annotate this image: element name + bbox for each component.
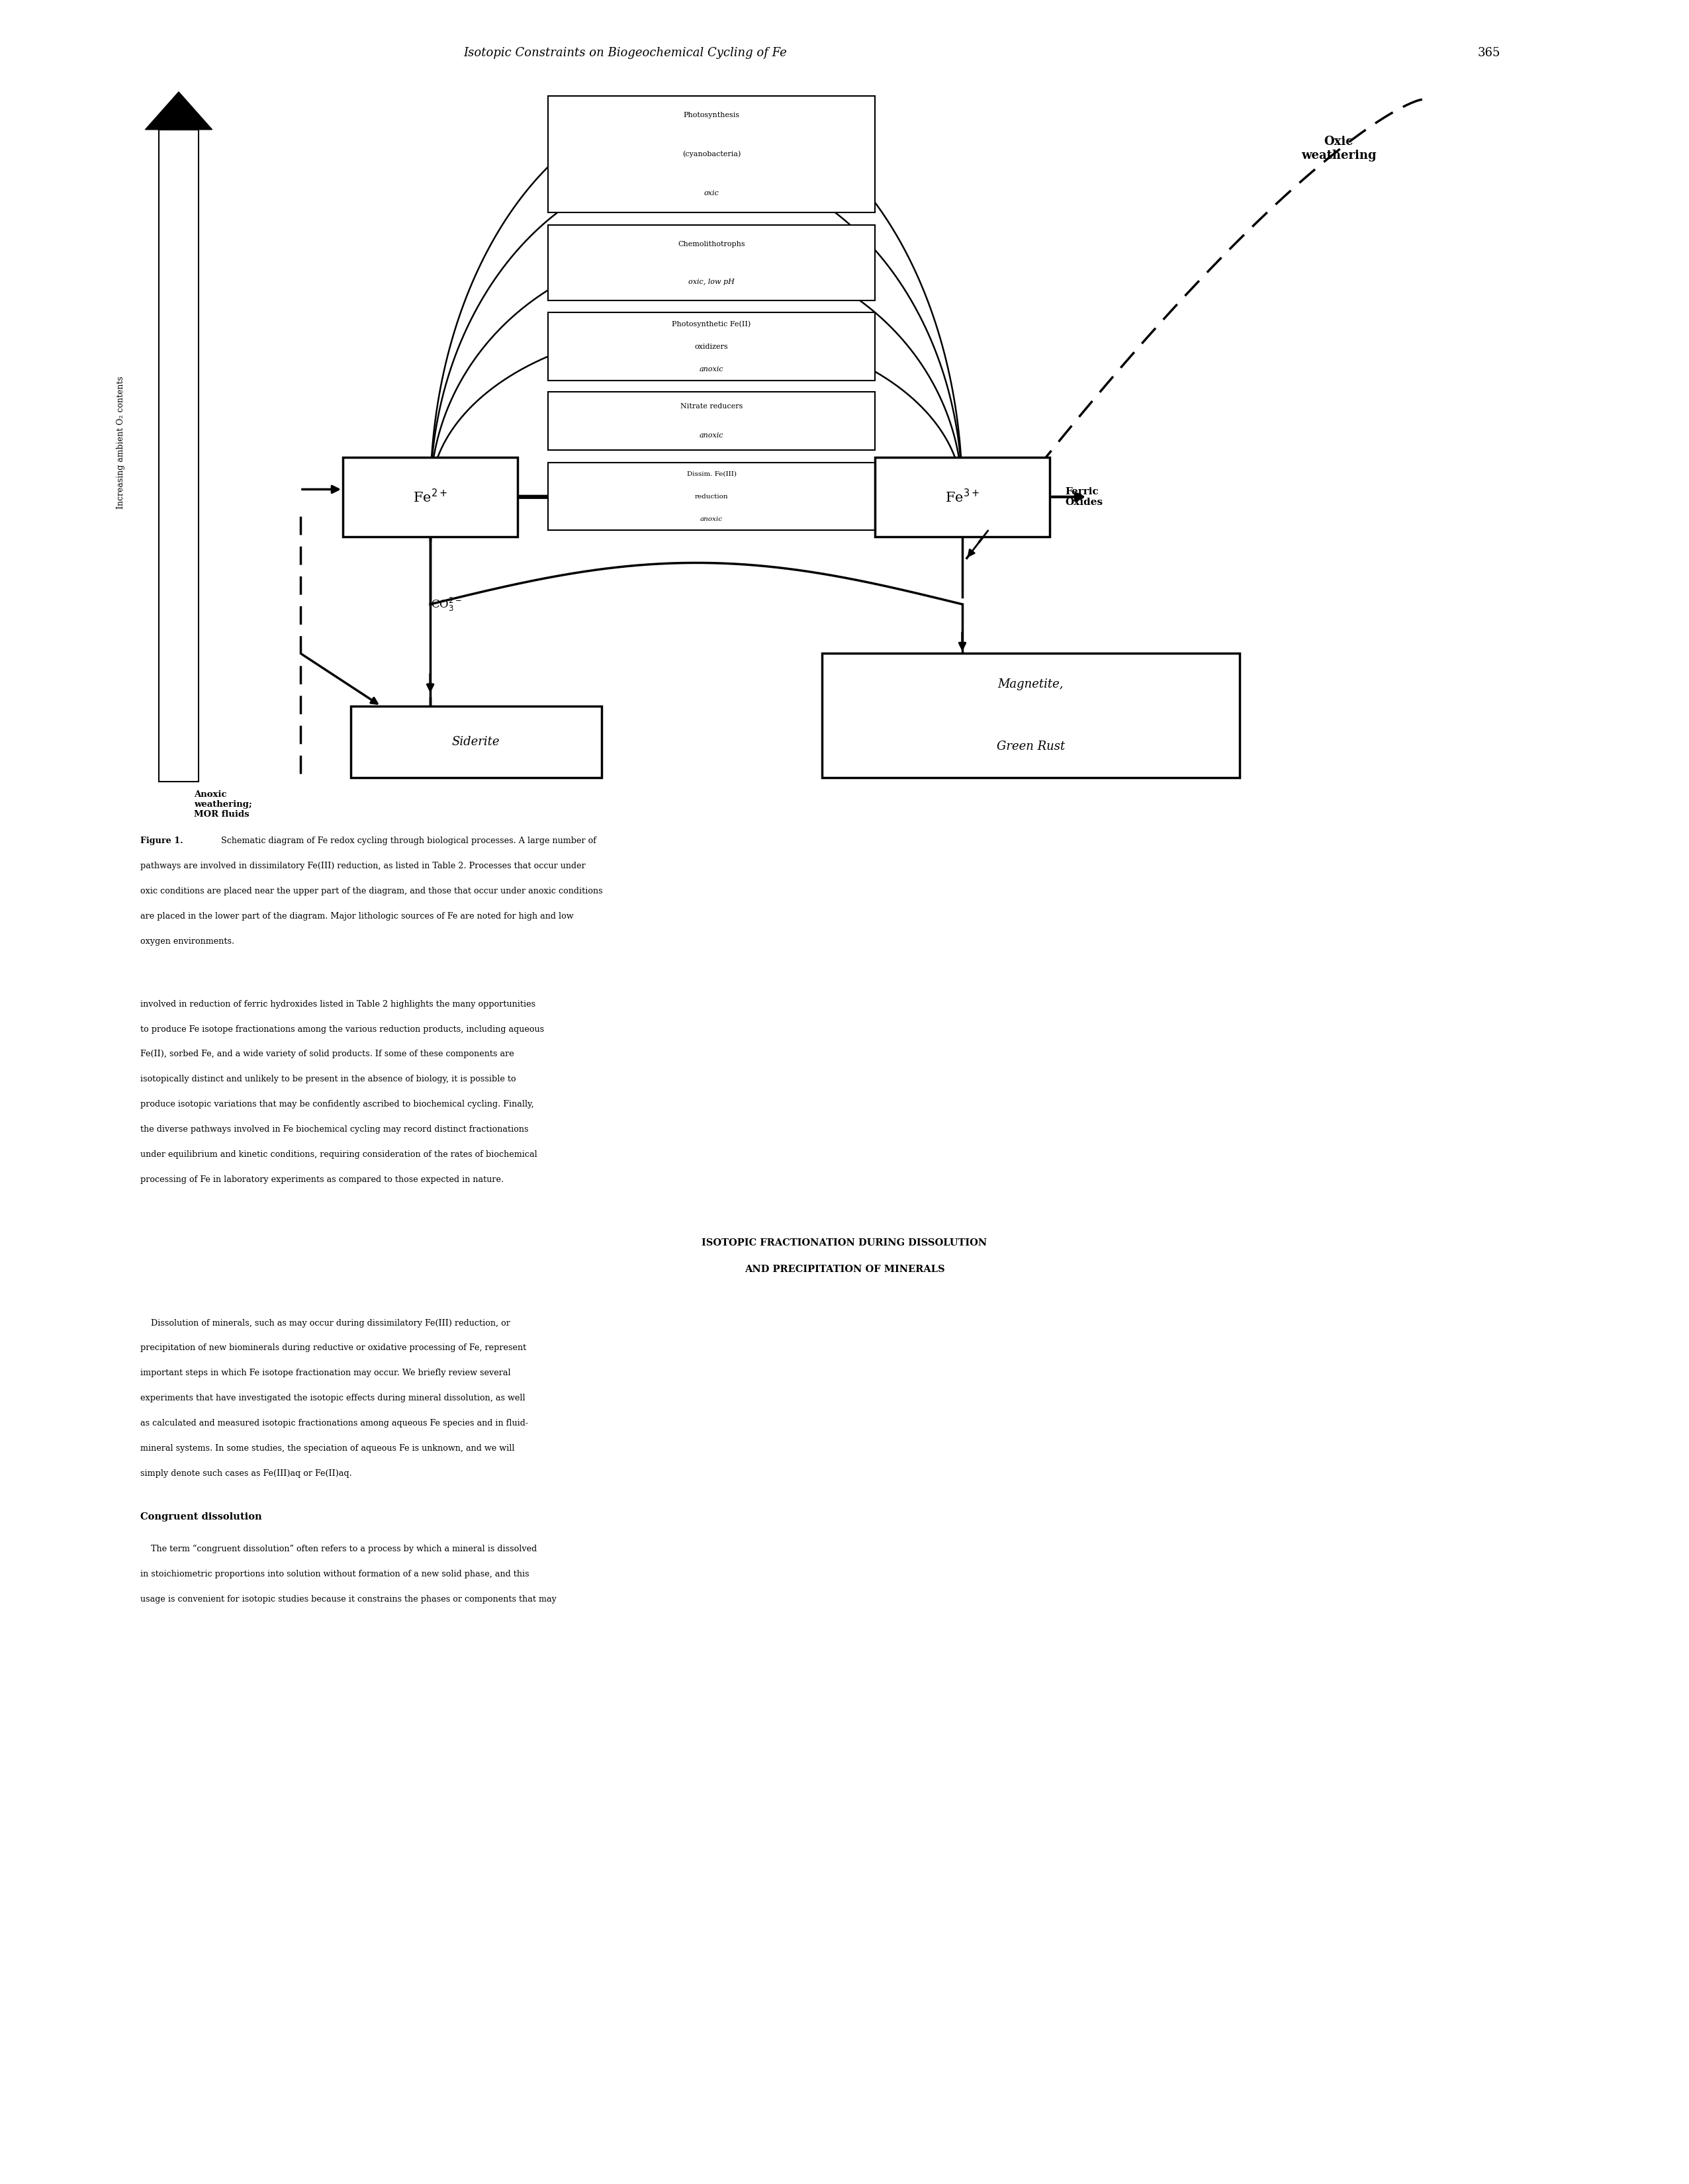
Text: 365: 365 [1478, 46, 1500, 59]
Text: processing of Fe in laboratory experiments as compared to those expected in natu: processing of Fe in laboratory experimen… [140, 1175, 503, 1184]
Text: isotopically distinct and unlikely to be present in the absence of biology, it i: isotopically distinct and unlikely to be… [140, 1075, 515, 1083]
Text: in stoichiometric proportions into solution without formation of a new solid pha: in stoichiometric proportions into solut… [140, 1570, 529, 1579]
Bar [875, 456, 1049, 537]
Text: Dissim. Fe(III): Dissim. Fe(III) [687, 472, 736, 476]
Text: Chemolithotrophs: Chemolithotrophs [677, 240, 745, 247]
Text: oxic, low pH: oxic, low pH [689, 277, 735, 286]
Bar [549, 312, 875, 380]
Text: Magnetite,: Magnetite, [998, 679, 1064, 690]
Text: simply denote such cases as Fe(III)aq or Fe(II)aq.: simply denote such cases as Fe(III)aq or… [140, 1470, 351, 1479]
Text: CO$_3^{2-}$: CO$_3^{2-}$ [431, 596, 461, 612]
Text: precipitation of new biominerals during reductive or oxidative processing of Fe,: precipitation of new biominerals during … [140, 1343, 527, 1352]
Text: (cyanobacteria): (cyanobacteria) [682, 151, 741, 157]
Text: anoxic: anoxic [699, 432, 723, 439]
Text: Photosynthesis: Photosynthesis [684, 111, 740, 118]
Bar [549, 225, 875, 301]
Bar [549, 391, 875, 450]
Polygon shape [145, 92, 213, 129]
Text: Photosynthetic Fe(II): Photosynthetic Fe(II) [672, 321, 752, 328]
Bar [549, 96, 875, 212]
Text: are placed in the lower part of the diagram. Major lithologic sources of Fe are : are placed in the lower part of the diag… [140, 913, 574, 919]
Text: produce isotopic variations that may be confidently ascribed to biochemical cycl: produce isotopic variations that may be … [140, 1101, 534, 1109]
Text: anoxic: anoxic [699, 367, 723, 373]
Text: oxidizers: oxidizers [694, 343, 728, 349]
Text: oxic: oxic [704, 190, 720, 197]
Text: Nitrate reducers: Nitrate reducers [681, 404, 743, 411]
Text: experiments that have investigated the isotopic effects during mineral dissoluti: experiments that have investigated the i… [140, 1393, 525, 1402]
Text: mineral systems. In some studies, the speciation of aqueous Fe is unknown, and w: mineral systems. In some studies, the sp… [140, 1444, 515, 1452]
Text: Figure 1.: Figure 1. [140, 836, 182, 845]
Text: oxygen environments.: oxygen environments. [140, 937, 235, 946]
Text: Fe(II), sorbed Fe, and a wide variety of solid products. If some of these compon: Fe(II), sorbed Fe, and a wide variety of… [140, 1051, 513, 1059]
Text: Anoxic
weathering;
MOR fluids: Anoxic weathering; MOR fluids [194, 791, 252, 819]
Text: Isotopic Constraints on Biogeochemical Cycling of Fe: Isotopic Constraints on Biogeochemical C… [463, 46, 787, 59]
Text: Siderite: Siderite [453, 736, 500, 747]
Text: Ferric
Oxides: Ferric Oxides [1066, 487, 1103, 507]
Text: reduction: reduction [694, 494, 728, 500]
Text: Oxic
weathering: Oxic weathering [1301, 135, 1377, 162]
Bar [821, 653, 1240, 778]
Bar [549, 463, 875, 531]
Text: under equilibrium and kinetic conditions, requiring consideration of the rates o: under equilibrium and kinetic conditions… [140, 1151, 537, 1160]
Text: anoxic: anoxic [701, 515, 723, 522]
Text: ISOTOPIC FRACTIONATION DURING DISSOLUTION: ISOTOPIC FRACTIONATION DURING DISSOLUTIO… [703, 1238, 986, 1247]
Text: involved in reduction of ferric hydroxides listed in Table 2 highlights the many: involved in reduction of ferric hydroxid… [140, 1000, 535, 1009]
Text: important steps in which Fe isotope fractionation may occur. We briefly review s: important steps in which Fe isotope frac… [140, 1369, 510, 1378]
Text: Schematic diagram of Fe redox cycling through biological processes. A large numb: Schematic diagram of Fe redox cycling th… [221, 836, 596, 845]
Text: Congruent dissolution: Congruent dissolution [140, 1511, 262, 1522]
Text: Fe$^{3+}$: Fe$^{3+}$ [946, 489, 980, 505]
Bar [343, 456, 517, 537]
Text: AND PRECIPITATION OF MINERALS: AND PRECIPITATION OF MINERALS [745, 1265, 944, 1273]
Bar [159, 129, 199, 782]
Text: the diverse pathways involved in Fe biochemical cycling may record distinct frac: the diverse pathways involved in Fe bioc… [140, 1125, 529, 1133]
Bar [351, 705, 601, 778]
Text: oxic conditions are placed near the upper part of the diagram, and those that oc: oxic conditions are placed near the uppe… [140, 887, 603, 895]
Text: usage is convenient for isotopic studies because it constrains the phases or com: usage is convenient for isotopic studies… [140, 1594, 556, 1603]
Text: Fe$^{2+}$: Fe$^{2+}$ [414, 489, 448, 505]
Text: The term “congruent dissolution” often refers to a process by which a mineral is: The term “congruent dissolution” often r… [140, 1544, 537, 1553]
Text: Green Rust: Green Rust [997, 740, 1064, 753]
Text: Dissolution of minerals, such as may occur during dissimilatory Fe(III) reductio: Dissolution of minerals, such as may occ… [140, 1319, 510, 1328]
Text: as calculated and measured isotopic fractionations among aqueous Fe species and : as calculated and measured isotopic frac… [140, 1420, 529, 1428]
Text: pathways are involved in dissimilatory Fe(III) reduction, as listed in Table 2. : pathways are involved in dissimilatory F… [140, 860, 586, 869]
Text: Increasing ambient O₂ contents: Increasing ambient O₂ contents [117, 376, 125, 509]
Text: to produce Fe isotope fractionations among the various reduction products, inclu: to produce Fe isotope fractionations amo… [140, 1024, 544, 1033]
